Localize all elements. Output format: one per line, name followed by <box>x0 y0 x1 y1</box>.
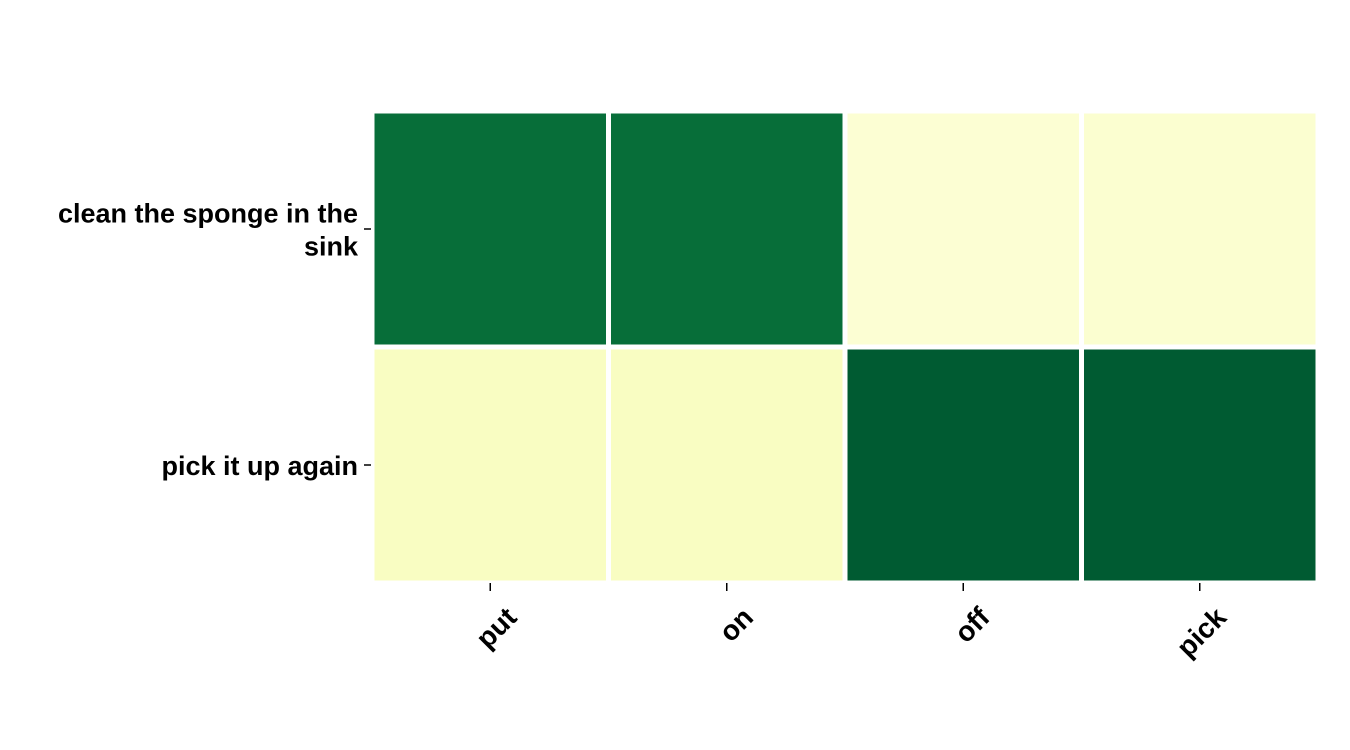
heatmap-cell <box>369 108 611 350</box>
y-tick-label: sink <box>304 232 359 262</box>
heatmap-cell <box>842 108 1084 350</box>
heatmap-cell <box>1079 344 1321 586</box>
heatmap-cell <box>1079 108 1321 350</box>
heatmap-cells <box>369 108 1321 586</box>
x-tick-label: on <box>713 601 759 647</box>
x-tick-label: off <box>948 601 996 649</box>
heatmap-cell <box>606 344 848 586</box>
heatmap-cell <box>842 344 1084 586</box>
y-tick-label: pick it up again <box>161 451 358 481</box>
x-tick-label: put <box>470 601 523 654</box>
y-tick-label: clean the sponge in the <box>58 199 358 229</box>
x-axis: put on off pick <box>470 583 1233 663</box>
heatmap-cell <box>606 108 848 350</box>
x-tick-label: pick <box>1171 601 1233 663</box>
heatmap-cell <box>369 344 611 586</box>
